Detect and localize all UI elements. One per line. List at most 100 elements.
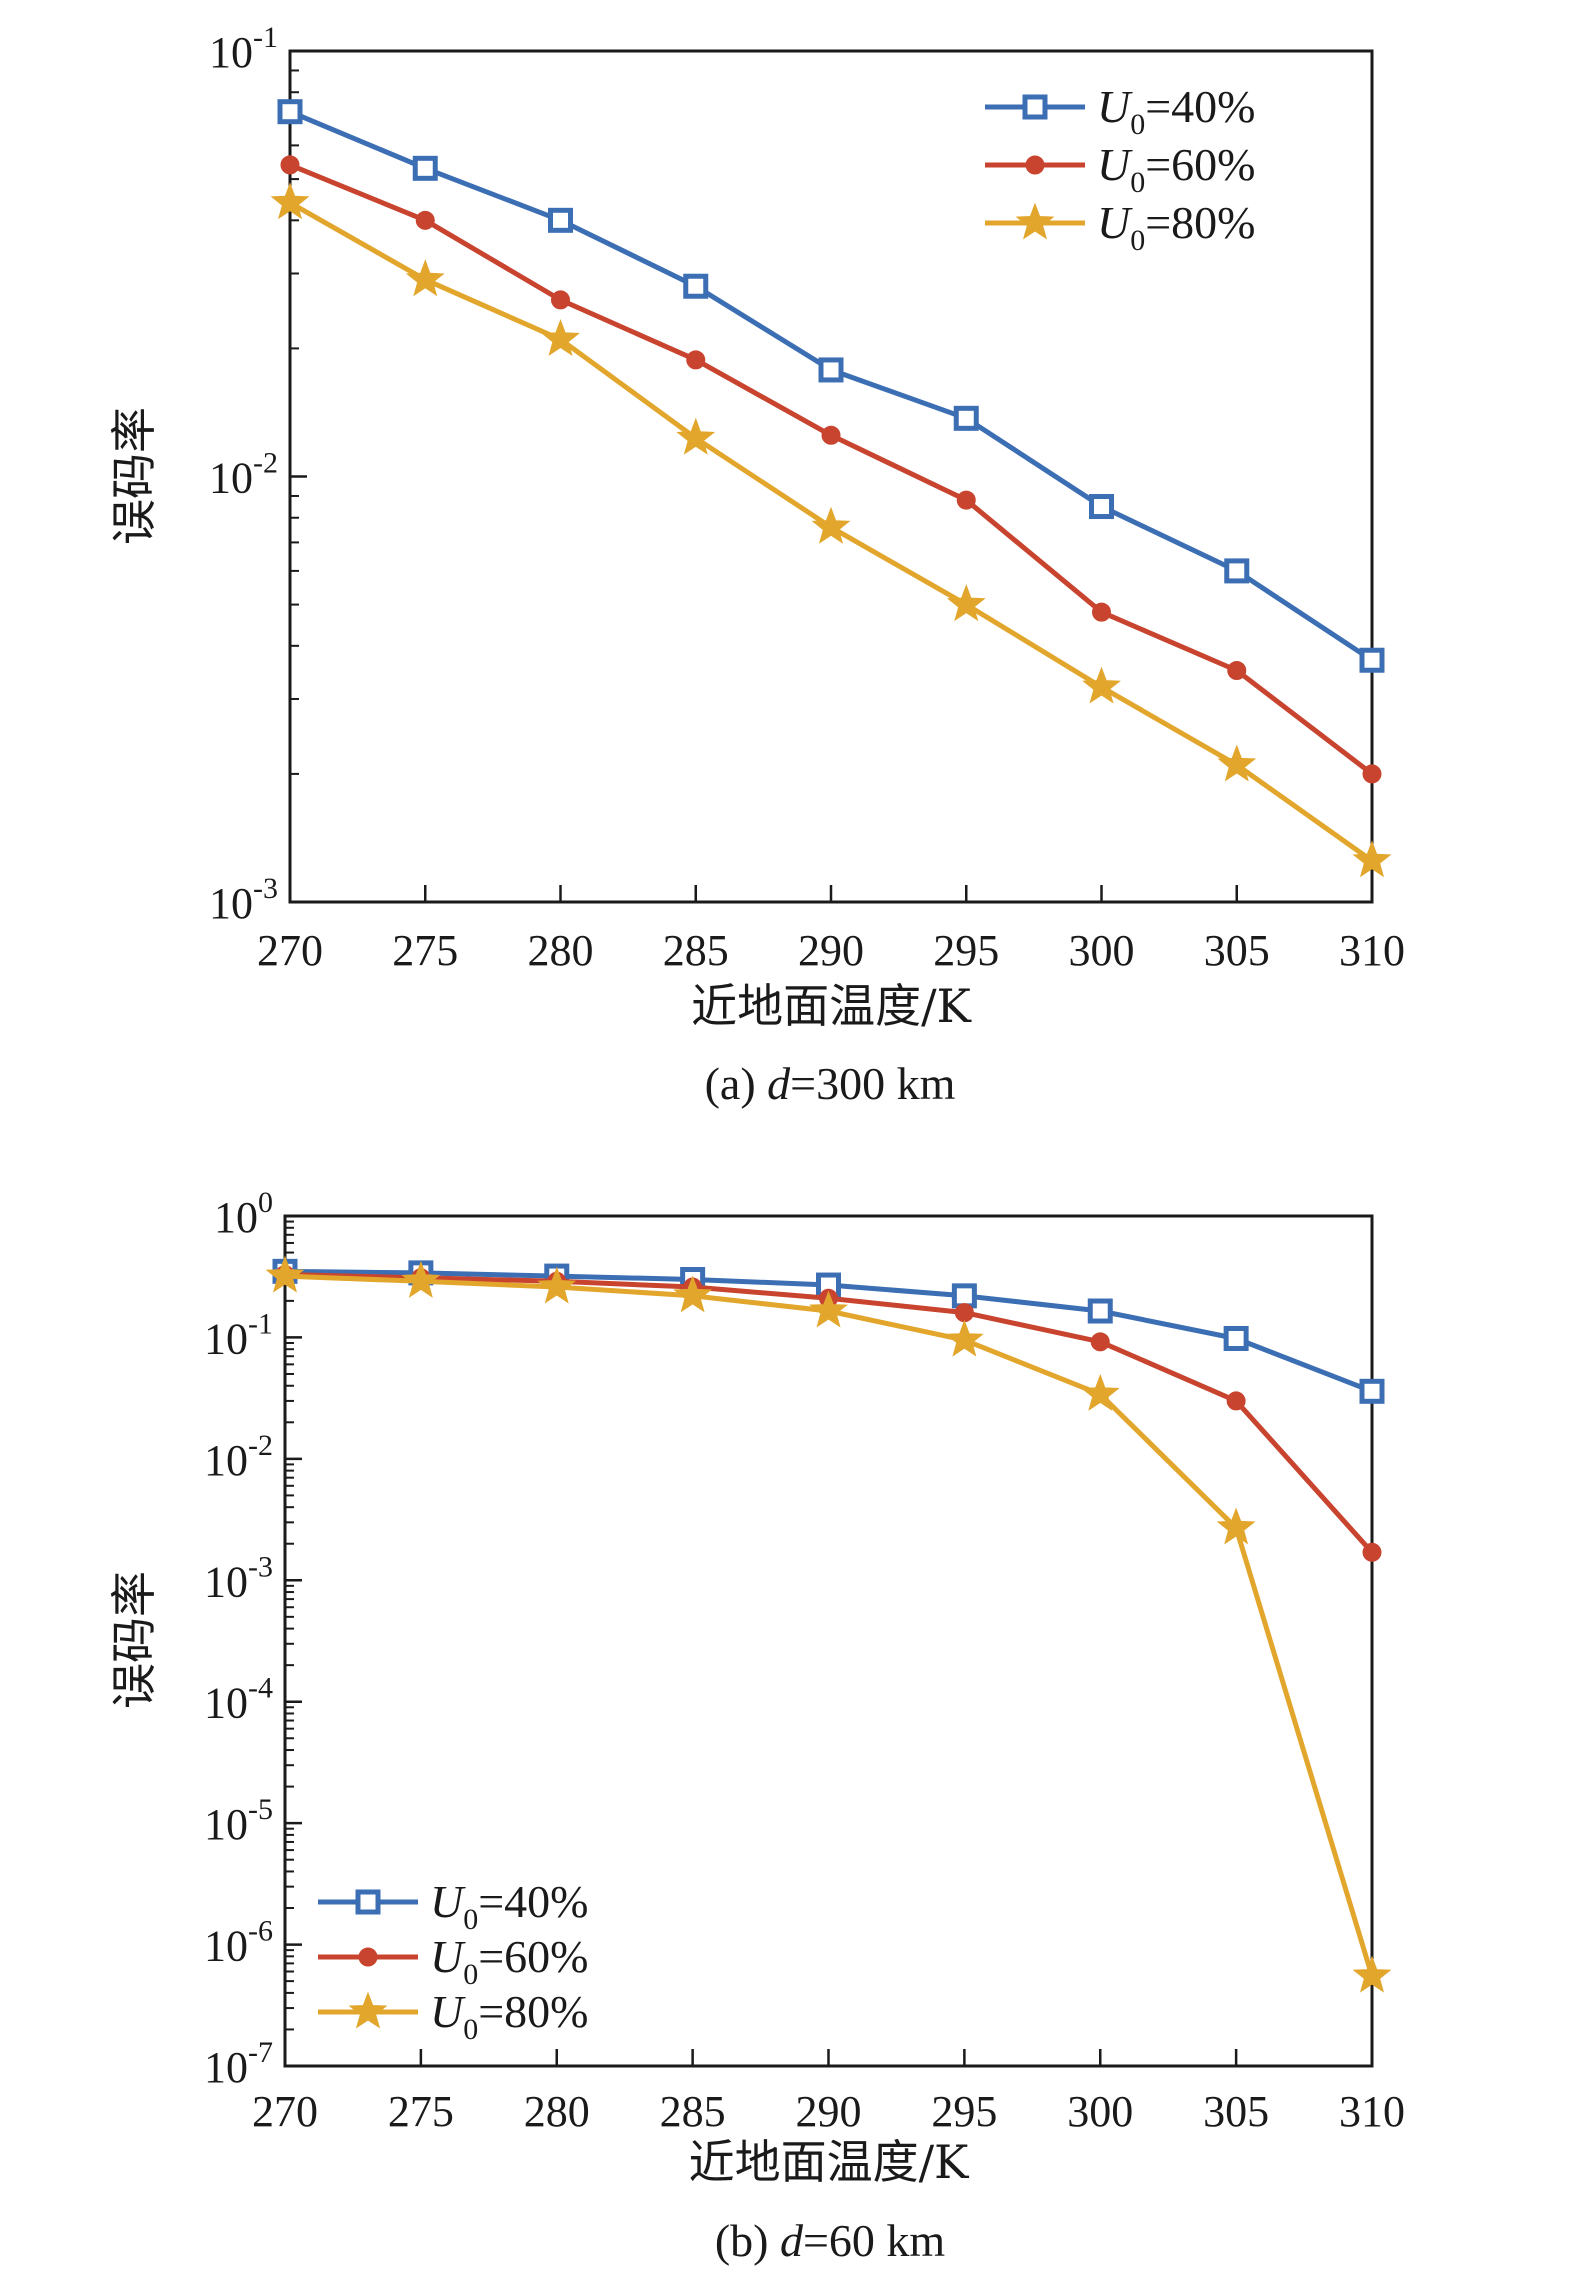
x-tick-label: 285 — [660, 2087, 726, 2136]
x-tick-label: 295 — [931, 2087, 997, 2136]
legend: U0=40%U0=60%U0=80% — [318, 1876, 589, 2046]
x-tick-label: 305 — [1203, 2087, 1269, 2136]
legend: U0=40%U0=60%U0=80% — [985, 81, 1256, 257]
y-tick-label: 10-3 — [209, 872, 278, 928]
x-tick-label: 275 — [392, 926, 458, 975]
data-point — [405, 259, 445, 297]
legend-label: U0=80% — [1097, 197, 1256, 257]
data-point — [401, 1260, 441, 1298]
legend-label: U0=60% — [1097, 139, 1256, 199]
data-point — [280, 155, 300, 175]
x-tick-label: 285 — [663, 926, 729, 975]
y-tick-label: 10-2 — [204, 1429, 273, 1485]
data-point — [1080, 1373, 1120, 1411]
data-point — [953, 405, 979, 431]
panel-caption: (a) d=300 km — [705, 1058, 956, 1109]
legend-marker — [1025, 155, 1045, 175]
y-axis-label: 误码率 — [107, 407, 161, 545]
data-point — [821, 425, 841, 445]
legend-item: U0=60% — [318, 1931, 589, 1991]
data-point — [277, 99, 303, 125]
x-tick-label: 280 — [528, 926, 594, 975]
data-point — [541, 318, 580, 356]
data-point — [954, 1303, 974, 1323]
data-point — [1352, 840, 1392, 878]
data-point — [270, 182, 310, 220]
x-tick-label: 305 — [1204, 926, 1270, 975]
x-tick-label: 310 — [1339, 2087, 1405, 2136]
y-tick-label: 10-1 — [204, 1307, 273, 1363]
data-point — [551, 290, 570, 310]
x-tick-label: 280 — [524, 2087, 590, 2136]
x-tick-label: 295 — [933, 926, 999, 975]
y-tick-label: 100 — [214, 1186, 273, 1242]
data-point — [548, 207, 573, 233]
legend-item: U0=80% — [985, 197, 1256, 257]
x-tick-label: 310 — [1339, 926, 1405, 975]
series-line — [289, 109, 1374, 663]
x-tick-label: 270 — [252, 2087, 318, 2136]
data-point — [673, 1275, 713, 1313]
y-tick-label: 10-7 — [204, 2036, 273, 2092]
legend-marker — [348, 1991, 388, 2029]
plot-frame — [283, 1214, 1374, 2068]
data-point — [1359, 1378, 1385, 1404]
panel-caption: (b) d=60 km — [715, 2215, 946, 2266]
data-point — [1224, 558, 1250, 584]
legend-label: U0=40% — [1097, 81, 1256, 141]
x-axis-label: 近地面温度/K — [691, 979, 972, 1033]
x-tick-label: 290 — [796, 2087, 862, 2136]
legend-item: U0=40% — [985, 81, 1256, 141]
data-point — [811, 506, 851, 544]
x-tick-label: 300 — [1069, 926, 1135, 975]
data-point — [818, 357, 844, 383]
data-point — [412, 155, 438, 181]
data-point — [1092, 602, 1111, 622]
data-point — [1082, 666, 1121, 704]
data-point — [1362, 1542, 1382, 1562]
legend-label: U0=40% — [430, 1876, 589, 1936]
y-tick-label: 10-6 — [204, 1915, 273, 1971]
data-point — [809, 1290, 848, 1328]
data-point — [1217, 744, 1257, 782]
legend-marker — [355, 1889, 381, 1915]
data-point — [265, 1255, 305, 1293]
data-point — [686, 350, 706, 370]
y-tick-label: 10-5 — [204, 1793, 273, 1849]
data-point — [1362, 764, 1382, 784]
data-point — [1352, 1955, 1392, 1993]
data-point — [1216, 1507, 1256, 1545]
data-point — [944, 1319, 984, 1357]
data-point — [1090, 1332, 1110, 1352]
legend-item: U0=40% — [318, 1876, 589, 1936]
y-tick-label: 10-2 — [209, 447, 278, 503]
y-tick-label: 10-4 — [204, 1672, 273, 1728]
legend-marker — [1015, 202, 1055, 240]
legend-label: U0=80% — [430, 1986, 589, 2046]
data-point — [1087, 1298, 1113, 1324]
data-point — [1227, 660, 1247, 680]
data-point — [946, 584, 986, 622]
legend-marker — [358, 1947, 378, 1967]
series-line — [289, 162, 1374, 776]
data-point — [956, 490, 976, 510]
plot-frame — [288, 49, 1374, 904]
legend-item: U0=60% — [985, 139, 1256, 199]
data-point — [683, 273, 709, 299]
x-axis-label: 近地面温度/K — [689, 2135, 970, 2189]
x-tick-label: 290 — [798, 926, 864, 975]
data-point — [1223, 1325, 1249, 1351]
series-line — [284, 1273, 1375, 1977]
legend-marker — [1022, 94, 1048, 120]
data-point — [1226, 1391, 1246, 1411]
series-u0-80 — [265, 1255, 1392, 1993]
data-point — [951, 1283, 977, 1309]
legend-item: U0=80% — [318, 1986, 589, 2046]
data-point — [1089, 494, 1114, 520]
x-tick-label: 270 — [257, 926, 323, 975]
y-tick-label: 10-3 — [204, 1550, 273, 1606]
data-point — [1359, 647, 1385, 673]
